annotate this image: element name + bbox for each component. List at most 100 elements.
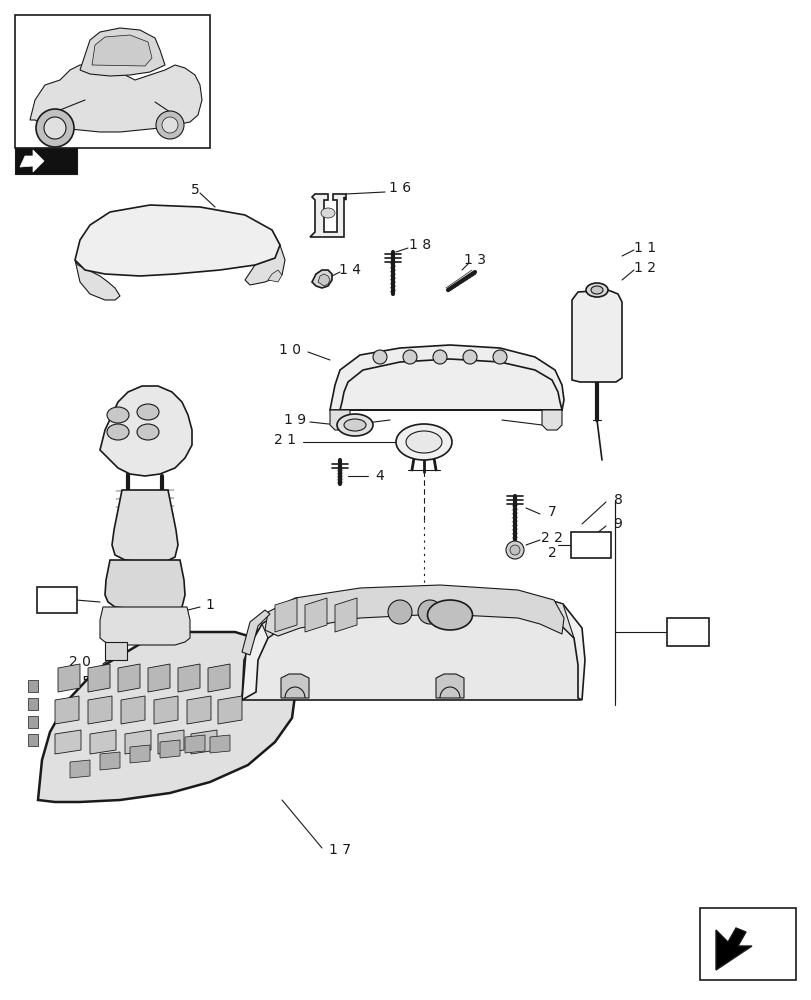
Polygon shape <box>436 674 463 698</box>
Text: 4: 4 <box>375 469 384 483</box>
Polygon shape <box>262 588 573 638</box>
FancyBboxPatch shape <box>37 587 77 613</box>
Text: 1 2: 1 2 <box>633 261 655 275</box>
Ellipse shape <box>396 424 452 460</box>
Polygon shape <box>158 730 184 754</box>
Ellipse shape <box>406 431 441 453</box>
Polygon shape <box>187 696 211 724</box>
Polygon shape <box>178 664 200 692</box>
Polygon shape <box>310 194 345 237</box>
Polygon shape <box>88 664 109 692</box>
Ellipse shape <box>320 208 335 218</box>
Polygon shape <box>90 730 116 754</box>
Ellipse shape <box>36 109 74 147</box>
Ellipse shape <box>586 283 607 297</box>
Polygon shape <box>75 205 280 276</box>
Text: 1 3: 1 3 <box>463 253 486 267</box>
Text: 3: 3 <box>52 593 62 607</box>
Polygon shape <box>329 410 350 430</box>
Ellipse shape <box>590 286 603 294</box>
Polygon shape <box>100 607 190 645</box>
Polygon shape <box>105 560 185 610</box>
Ellipse shape <box>427 600 472 630</box>
Bar <box>699 908 795 980</box>
Polygon shape <box>112 490 178 562</box>
Circle shape <box>418 600 441 624</box>
Polygon shape <box>185 735 204 753</box>
Polygon shape <box>55 696 79 724</box>
Polygon shape <box>541 410 561 430</box>
Polygon shape <box>92 35 152 66</box>
Polygon shape <box>318 274 329 286</box>
Polygon shape <box>30 62 202 132</box>
Circle shape <box>492 350 506 364</box>
Ellipse shape <box>137 424 159 440</box>
Ellipse shape <box>44 117 66 139</box>
Polygon shape <box>275 598 297 632</box>
Text: 2: 2 <box>547 546 556 560</box>
Circle shape <box>432 350 446 364</box>
Ellipse shape <box>137 404 159 420</box>
Polygon shape <box>242 610 270 655</box>
Polygon shape <box>217 696 242 724</box>
Text: 9: 9 <box>613 517 622 531</box>
Ellipse shape <box>107 407 129 423</box>
Circle shape <box>402 350 417 364</box>
Polygon shape <box>80 28 165 76</box>
Text: 1 1: 1 1 <box>633 241 655 255</box>
Ellipse shape <box>162 117 178 133</box>
Polygon shape <box>242 598 581 700</box>
Polygon shape <box>154 696 178 724</box>
Text: 8: 8 <box>613 493 622 507</box>
Circle shape <box>462 350 476 364</box>
Polygon shape <box>28 680 38 692</box>
Text: 1 4: 1 4 <box>338 263 361 277</box>
Polygon shape <box>329 345 564 410</box>
Text: 2 2: 2 2 <box>540 531 562 545</box>
Circle shape <box>509 545 519 555</box>
Text: 1 7: 1 7 <box>328 843 350 857</box>
Text: 2: 2 <box>586 538 595 552</box>
Circle shape <box>372 350 387 364</box>
Polygon shape <box>281 674 309 698</box>
Polygon shape <box>125 730 151 754</box>
Ellipse shape <box>337 414 372 436</box>
Bar <box>15 148 77 174</box>
Polygon shape <box>100 386 191 476</box>
Polygon shape <box>311 270 332 288</box>
Polygon shape <box>75 260 120 300</box>
Text: 1: 1 <box>205 598 214 612</box>
Ellipse shape <box>344 419 366 431</box>
Text: 7: 7 <box>547 505 556 519</box>
Polygon shape <box>55 730 81 754</box>
FancyBboxPatch shape <box>570 532 610 558</box>
Polygon shape <box>28 698 38 710</box>
Polygon shape <box>58 664 80 692</box>
Polygon shape <box>38 632 296 802</box>
Polygon shape <box>715 928 751 970</box>
Polygon shape <box>28 716 38 728</box>
Text: 6: 6 <box>682 625 692 639</box>
Polygon shape <box>210 735 230 753</box>
Text: 1 9: 1 9 <box>284 413 306 427</box>
Polygon shape <box>268 270 281 282</box>
Polygon shape <box>121 696 145 724</box>
Polygon shape <box>20 150 44 172</box>
Text: 1 8: 1 8 <box>409 238 431 252</box>
Polygon shape <box>242 588 584 700</box>
Polygon shape <box>88 696 112 724</box>
Polygon shape <box>28 734 38 746</box>
Circle shape <box>505 541 523 559</box>
FancyBboxPatch shape <box>666 618 708 646</box>
Polygon shape <box>148 664 169 692</box>
Ellipse shape <box>107 424 129 440</box>
Polygon shape <box>571 290 621 382</box>
Polygon shape <box>208 664 230 692</box>
Polygon shape <box>245 230 285 285</box>
Text: 2 0: 2 0 <box>69 655 91 669</box>
Polygon shape <box>160 740 180 758</box>
Bar <box>15 15 210 148</box>
Circle shape <box>388 600 411 624</box>
Bar <box>105 642 127 660</box>
Polygon shape <box>264 585 564 636</box>
